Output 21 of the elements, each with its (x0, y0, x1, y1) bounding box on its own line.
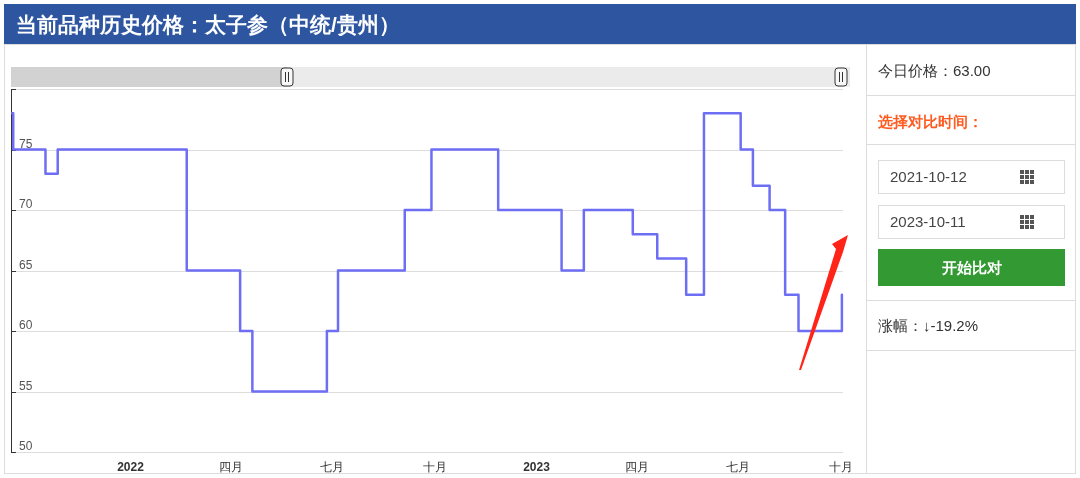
y-tick-label: 75 (19, 136, 33, 151)
x-tick-label: 十月 (828, 460, 853, 474)
y-tick-label: 70 (19, 196, 33, 211)
x-tick-label: 四月 (624, 460, 649, 474)
x-tick-label: 2023 (523, 460, 551, 474)
y-tick-label: 65 (19, 257, 33, 272)
text: 开始比对 (940, 259, 1002, 276)
x-tick-label: 十月 (422, 460, 447, 474)
y-tick-label: 55 (19, 378, 33, 393)
text: 2021-10-12 (890, 168, 967, 185)
chart-title: 当前品种历史价格：太子参（中统/贵州） (16, 13, 400, 37)
x-tick-label: 四月 (218, 460, 243, 474)
text: 2023-10-11 (890, 213, 966, 230)
y-tick-label: 50 (19, 438, 33, 453)
x-tick-label: 2022 (117, 460, 145, 474)
y-tick-label: 60 (19, 317, 33, 332)
text: 涨幅：↓-19.2% (878, 317, 979, 334)
x-tick-label: 七月 (319, 460, 344, 474)
x-tick-label: 七月 (725, 460, 750, 474)
text: 今日价格：63.00 (878, 62, 991, 79)
text: 选择对比时间： (877, 113, 983, 130)
